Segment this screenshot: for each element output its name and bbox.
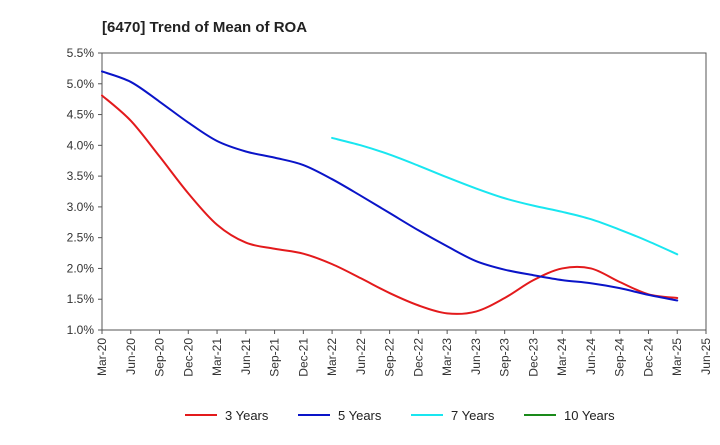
- y-axis: 1.0% 1.5% 2.0% 2.5% 3.0% 3.5% 4.0% 4.5% 5.0% 5.5%: [67, 46, 102, 337]
- y-tick-label: 4.0%: [67, 138, 95, 152]
- x-tick-label: Jun-25: [699, 338, 713, 375]
- x-tick-label: Dec-22: [411, 338, 425, 377]
- y-tick-label: 5.0%: [67, 77, 95, 91]
- x-tick-label: Jun-22: [354, 338, 368, 375]
- y-tick-label: 5.5%: [67, 46, 95, 60]
- series-line-5-years: [101, 70, 679, 302]
- x-tick-label: Mar-24: [555, 338, 569, 376]
- x-tick-label: Sep-21: [268, 338, 282, 377]
- x-tick-label: Mar-20: [95, 338, 109, 376]
- x-tick-label: Dec-21: [296, 338, 310, 377]
- y-tick-label: 3.5%: [67, 169, 95, 183]
- x-tick-label: Mar-22: [325, 338, 339, 376]
- plot-area: [102, 53, 706, 330]
- legend: 3 Years 5 Years 7 Years 10 Years: [185, 408, 615, 423]
- x-tick-label: Sep-24: [613, 338, 627, 377]
- x-tick-label: Mar-21: [210, 338, 224, 376]
- y-tick-label: 3.0%: [67, 200, 95, 214]
- y-tick-label: 2.0%: [67, 261, 95, 275]
- x-tick-label: Dec-23: [526, 338, 540, 377]
- y-tick-label: 1.0%: [67, 323, 95, 337]
- legend-label-10-years: 10 Years: [564, 408, 615, 423]
- x-tick-label: Sep-22: [383, 338, 397, 377]
- y-tick-label: 1.5%: [67, 292, 95, 306]
- y-tick-label: 2.5%: [67, 231, 95, 245]
- x-tick-label: Dec-24: [641, 338, 655, 377]
- plot-frame: [101, 52, 707, 331]
- x-tick-label: Sep-20: [153, 338, 167, 377]
- x-tick-label: Dec-20: [181, 338, 195, 377]
- plot-border: [101, 52, 707, 331]
- x-axis: Mar-20 Jun-20 Sep-20 Dec-20 Mar-21 Jun-21 Sep-…: [95, 330, 713, 377]
- x-tick-label: Mar-23: [440, 338, 454, 376]
- x-tick-label: Jun-24: [584, 338, 598, 375]
- legend-label-3-years: 3 Years: [225, 408, 269, 423]
- chart-title: [6470] Trend of Mean of ROA: [102, 19, 307, 36]
- series-line-3-years: [101, 94, 679, 315]
- x-tick-label: Jun-21: [239, 338, 253, 375]
- series-line-7-years: [331, 136, 679, 256]
- series-lines: [101, 70, 679, 315]
- legend-label-5-years: 5 Years: [338, 408, 382, 423]
- x-tick-label: Jun-23: [469, 338, 483, 375]
- x-tick-label: Sep-23: [498, 338, 512, 377]
- x-tick-label: Jun-20: [124, 338, 138, 375]
- y-tick-label: 4.5%: [67, 108, 95, 122]
- x-tick-label: Mar-25: [670, 338, 684, 376]
- legend-label-7-years: 7 Years: [451, 408, 495, 423]
